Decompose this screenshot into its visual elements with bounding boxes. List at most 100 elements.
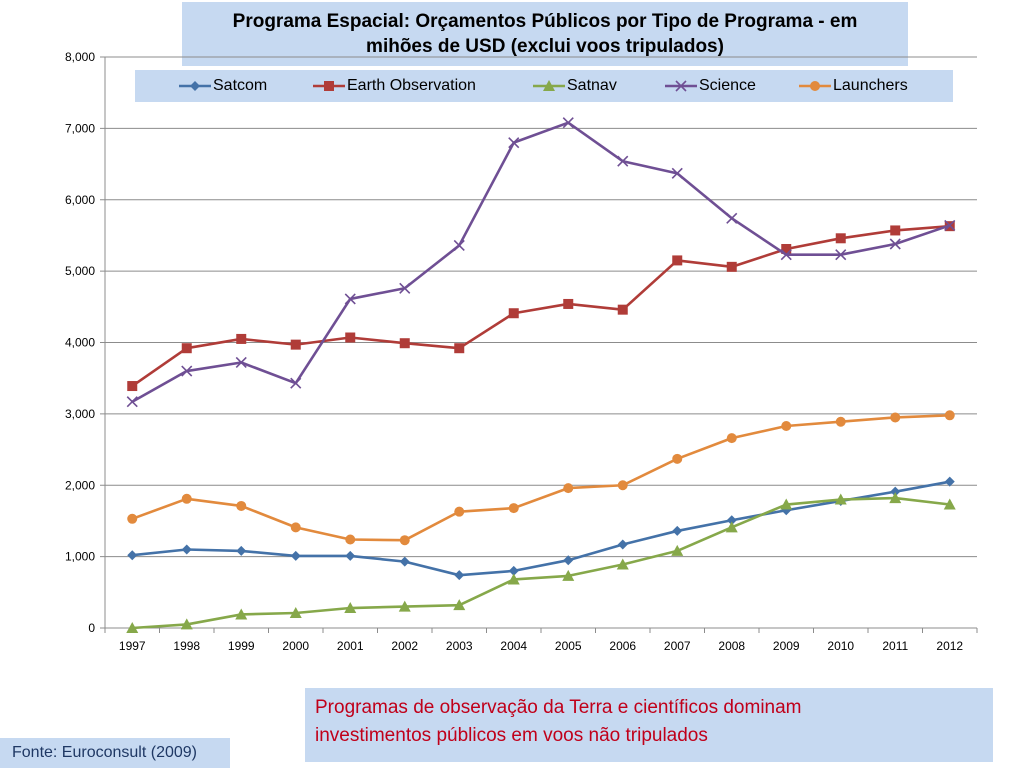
series-line-science xyxy=(131,121,951,403)
chart-title-line2: mihões de USD (exclui voos tripulados) xyxy=(366,36,724,57)
x-tick-label: 2010 xyxy=(827,639,854,653)
data-point xyxy=(399,535,410,546)
data-point xyxy=(726,433,737,444)
legend-label: Satnav xyxy=(567,77,617,94)
series-line-satcom xyxy=(132,480,950,577)
data-point xyxy=(345,332,356,343)
data-point xyxy=(508,308,519,319)
data-point xyxy=(562,569,575,581)
legend-swatch-marker xyxy=(324,81,334,91)
series-line-earth-observation xyxy=(131,224,950,388)
y-tick-label: 1,000 xyxy=(65,550,95,564)
legend-swatch-marker xyxy=(810,81,820,91)
data-point xyxy=(890,225,901,236)
source-label: Fonte: Euroconsult (2009) xyxy=(0,738,230,768)
data-point xyxy=(672,525,683,536)
data-point xyxy=(672,453,683,464)
data-point xyxy=(345,550,356,561)
legend-swatch-marker xyxy=(190,81,200,91)
series-line-launchers xyxy=(131,414,950,542)
data-point xyxy=(890,486,901,497)
data-point xyxy=(453,239,465,251)
data-point xyxy=(399,282,411,294)
data-point xyxy=(889,492,902,504)
data-point xyxy=(726,515,737,526)
data-point xyxy=(944,476,955,487)
x-tick-label: 2000 xyxy=(282,639,309,653)
data-point xyxy=(344,293,356,305)
data-point xyxy=(235,356,247,369)
data-point xyxy=(235,608,248,620)
chart-title-box: Programa Espacial: Orçamentos Públicos p… xyxy=(182,2,908,66)
legend-item: Satcom xyxy=(179,70,267,102)
data-point xyxy=(835,233,846,244)
data-point xyxy=(290,522,301,533)
data-point xyxy=(563,483,574,494)
data-point xyxy=(290,339,301,350)
x-tick-label: 2005 xyxy=(555,639,582,653)
data-point xyxy=(453,599,466,611)
data-point xyxy=(344,602,357,614)
data-point xyxy=(236,333,247,344)
data-point xyxy=(454,343,465,354)
data-point xyxy=(454,570,465,581)
data-point xyxy=(834,493,847,505)
data-point xyxy=(454,506,465,517)
legend-item: Science xyxy=(665,70,756,102)
data-point xyxy=(726,261,737,272)
data-point xyxy=(127,381,138,392)
x-tick-label: 1998 xyxy=(173,639,200,653)
legend-label: Earth Observation xyxy=(347,77,476,94)
legend-label: Satcom xyxy=(213,77,268,94)
data-point xyxy=(399,338,410,349)
data-point xyxy=(617,480,628,491)
data-point xyxy=(290,377,302,389)
data-point xyxy=(616,558,629,570)
data-point xyxy=(508,137,520,149)
data-point xyxy=(181,493,192,504)
chart-legend: Satcom Earth Observation Satnav Science Laun… xyxy=(135,70,953,102)
data-point xyxy=(236,500,247,511)
data-point xyxy=(943,498,956,510)
data-point xyxy=(617,304,628,315)
x-tick-label: 2007 xyxy=(664,639,691,653)
data-point xyxy=(181,544,192,555)
y-tick-label: 4,000 xyxy=(65,336,95,350)
data-point xyxy=(289,607,302,619)
x-tick-label: 2001 xyxy=(337,639,364,653)
legend-swatch xyxy=(665,80,697,92)
data-point xyxy=(780,498,793,510)
data-point xyxy=(671,544,684,556)
y-tick-label: 3,000 xyxy=(65,407,95,421)
data-point xyxy=(944,219,956,232)
note-box: Programas de observação da Terra e cient… xyxy=(305,688,993,762)
note-line2: investimentos públicos em voos não tripu… xyxy=(315,725,708,746)
data-point xyxy=(617,155,629,167)
x-tick-label: 2009 xyxy=(773,639,800,653)
data-point xyxy=(725,521,738,533)
data-point xyxy=(345,534,356,545)
data-point xyxy=(290,550,301,561)
data-point xyxy=(672,255,683,266)
y-tick-label: 0 xyxy=(88,621,95,635)
data-point xyxy=(127,550,138,561)
data-point xyxy=(781,243,792,254)
series-line-satnav xyxy=(132,496,950,630)
data-point xyxy=(181,343,192,354)
data-point xyxy=(508,565,519,576)
y-tick-label: 7,000 xyxy=(65,121,95,135)
x-tick-label: 2004 xyxy=(500,639,527,653)
data-point xyxy=(180,618,193,630)
x-tick-label: 2008 xyxy=(718,639,745,653)
x-tick-label: 2003 xyxy=(446,639,473,653)
data-point xyxy=(126,622,139,633)
data-point xyxy=(126,396,138,408)
data-point xyxy=(835,249,847,261)
legend-swatch xyxy=(313,81,345,91)
legend-swatch xyxy=(799,81,831,91)
note-line1: Programas de observação da Terra e cient… xyxy=(315,697,802,718)
data-point xyxy=(181,365,193,377)
legend-swatch-marker xyxy=(675,80,687,92)
data-point xyxy=(563,298,574,309)
